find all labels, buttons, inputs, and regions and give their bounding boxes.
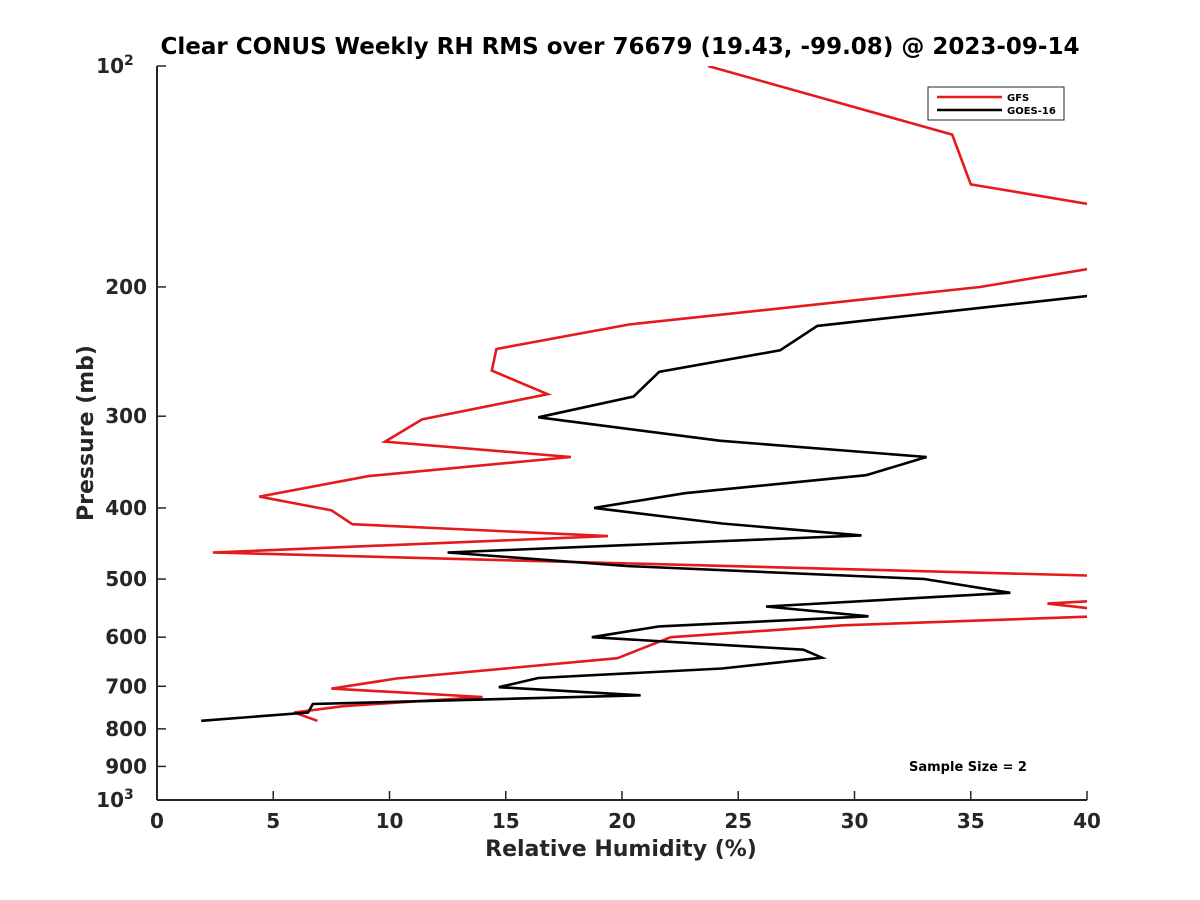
x-ticks: 0 5 10 15 20 25 30 35 40 [150, 791, 1101, 833]
series-line-goes16 [201, 294, 1087, 723]
y-tick-label: 700 [105, 674, 147, 698]
y-tick-label: 300 [105, 404, 147, 428]
y-tick-label: 10 [96, 54, 124, 78]
legend-box [927, 86, 1065, 121]
y-tick-label: 800 [105, 717, 147, 741]
y-axis-label: Pressure (mb) [74, 345, 99, 521]
x-tick-label: 30 [841, 809, 869, 833]
legend-label-gfs: GFS [1007, 93, 1029, 104]
y-tick-label: 600 [105, 625, 147, 649]
y-tick-label: 400 [105, 496, 147, 520]
x-tick-label: 10 [376, 809, 404, 833]
x-tick-label: 25 [724, 809, 752, 833]
y-tick-label: 500 [105, 567, 147, 591]
y-tick-label: 900 [105, 754, 147, 778]
x-tick-label: 5 [266, 809, 280, 833]
y-tick-label-exponent: 2 [124, 53, 134, 69]
x-tick-label: 35 [957, 809, 985, 833]
series-layer [201, 66, 1087, 723]
legend-label-goes16: GOES-16 [1007, 106, 1056, 117]
x-tick-label: 20 [608, 809, 636, 833]
sample-size-annotation: Sample Size = 2 [909, 760, 1027, 775]
y-tick-label-exponent: 3 [124, 787, 134, 803]
x-tick-label: 15 [492, 809, 520, 833]
chart-title: Clear CONUS Weekly RH RMS over 76679 (19… [161, 34, 1080, 60]
y-tick-label: 200 [105, 275, 147, 299]
y-tick-label: 10 [96, 788, 124, 812]
legend: GFS GOES-16 [927, 86, 1065, 121]
x-tick-label: 40 [1073, 809, 1101, 833]
x-axis-label: Relative Humidity (%) [485, 837, 757, 862]
series-line-gfs [212, 66, 1087, 723]
x-tick-label: 0 [150, 809, 164, 833]
